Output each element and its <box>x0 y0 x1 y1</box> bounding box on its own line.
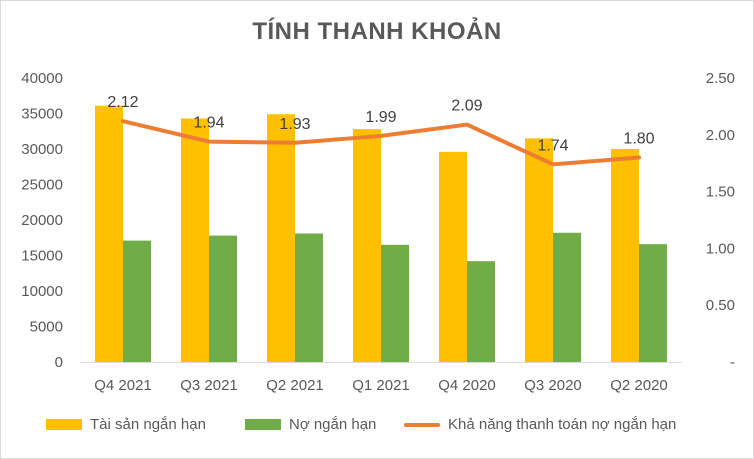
legend: Tài sản ngắn hạn Nợ ngắn hạn Khả năng th… <box>0 416 754 440</box>
y-left-tick-label: 5000 <box>30 319 63 336</box>
y-left-tick-label: 0 <box>55 354 63 371</box>
bar-assets <box>181 118 209 362</box>
legend-label-assets: Tài sản ngắn hạn <box>90 416 206 433</box>
y-left-tick-label: 10000 <box>21 283 63 300</box>
bar-liabilities <box>553 232 581 362</box>
bar-liabilities <box>639 244 667 362</box>
legend-label-liabilities: Nợ ngắn hạn <box>289 416 377 433</box>
data-label-ratio: 2.09 <box>451 98 482 115</box>
legend-item-ratio: Khả năng thanh toán nợ ngắn hạn <box>404 416 676 433</box>
data-label-ratio: 1.93 <box>279 116 310 133</box>
bar-liabilities <box>123 240 151 362</box>
chart-title: TÍNH THANH KHOẢN <box>252 18 502 45</box>
y-left-tick-label: 20000 <box>21 212 63 229</box>
legend-swatch-assets <box>46 419 82 430</box>
bar-assets <box>525 138 553 362</box>
bar-liabilities <box>381 244 409 362</box>
data-label-ratio: 2.12 <box>107 94 138 111</box>
bar-assets <box>611 149 639 362</box>
data-label-ratio: 1.94 <box>193 115 224 132</box>
x-tick-label: Q2 2021 <box>266 377 324 394</box>
x-tick-label: Q4 2021 <box>94 377 152 394</box>
x-tick-label: Q2 2020 <box>610 377 668 394</box>
y-left-tick-label: 25000 <box>21 177 63 194</box>
bar-assets <box>353 129 381 362</box>
y-left-tick-label: 30000 <box>21 141 63 158</box>
x-tick-label: Q4 2020 <box>438 377 496 394</box>
data-label-ratio: 1.99 <box>365 109 396 126</box>
y-right-tick-label: - <box>730 354 735 371</box>
x-tick-label: Q1 2021 <box>352 377 410 394</box>
bar-liabilities <box>295 233 323 362</box>
legend-swatch-liabilities <box>245 419 281 430</box>
y-right-tick-label: 2.00 <box>706 127 735 144</box>
y-right-tick-label: 1.50 <box>706 184 735 201</box>
y-left-tick-label: 40000 <box>21 70 63 87</box>
bar-assets <box>439 151 467 362</box>
bar-assets <box>267 114 295 363</box>
y-left-tick-label: 35000 <box>21 106 63 123</box>
x-tick-label: Q3 2021 <box>180 377 238 394</box>
data-label-ratio: 1.74 <box>537 137 568 154</box>
y-left-tick-label: 15000 <box>21 248 63 265</box>
data-label-ratio: 1.80 <box>623 131 654 148</box>
legend-label-ratio: Khả năng thanh toán nợ ngắn hạn <box>448 416 677 433</box>
bar-assets <box>95 105 123 362</box>
bar-liabilities <box>467 261 495 362</box>
legend-item-liabilities: Nợ ngắn hạn <box>245 416 376 433</box>
bar-liabilities <box>209 235 237 362</box>
legend-item-assets: Tài sản ngắn hạn <box>46 416 206 433</box>
y-right-tick-label: 0.50 <box>706 297 735 314</box>
legend-swatch-ratio <box>404 422 440 427</box>
x-tick-label: Q3 2020 <box>524 377 582 394</box>
y-right-tick-label: 2.50 <box>706 70 735 87</box>
y-right-tick-label: 1.00 <box>706 240 735 257</box>
